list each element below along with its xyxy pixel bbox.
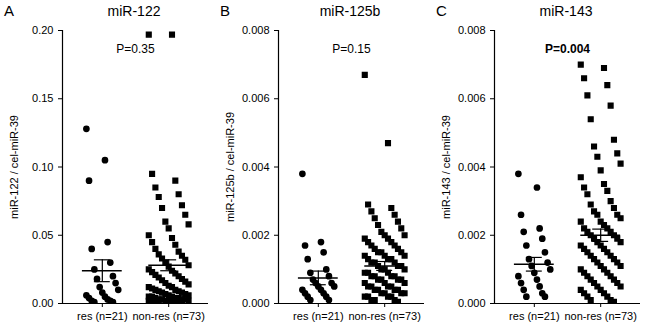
svg-text:0.004: 0.004: [458, 161, 486, 173]
svg-text:P=0.15: P=0.15: [332, 42, 371, 56]
svg-text:res (n=21): res (n=21): [509, 310, 559, 322]
svg-text:0.000: 0.000: [242, 297, 270, 309]
html-text:A: A: [4, 2, 14, 19]
svg-text:miR-143 / cel-miR-39: miR-143 / cel-miR-39: [440, 115, 452, 219]
svg-text:miR-122 / cel-miR-39: miR-122 / cel-miR-39: [8, 115, 20, 219]
svg-text:res (n=21): res (n=21): [77, 310, 127, 322]
svg-text:0.002: 0.002: [458, 229, 486, 241]
svg-text:miR-125b / cel-miR-39: miR-125b / cel-miR-39: [224, 112, 236, 222]
svg-text:0.000: 0.000: [458, 297, 486, 309]
svg-text:non-res (n=73): non-res (n=73): [564, 310, 636, 322]
html-text:miR-122: miR-122: [107, 3, 161, 19]
svg-text:0.004: 0.004: [242, 161, 270, 173]
svg-text:0.10: 0.10: [32, 161, 53, 173]
html-text:miR-125b: miR-125b: [319, 3, 381, 19]
svg-text:res (n=21): res (n=21): [293, 310, 343, 322]
svg-text:0.006: 0.006: [242, 92, 270, 104]
svg-text:0.008: 0.008: [458, 24, 486, 36]
svg-text:0.002: 0.002: [242, 229, 270, 241]
svg-text:non-res (n=73): non-res (n=73): [348, 310, 420, 322]
svg-text:0.00: 0.00: [32, 297, 53, 309]
svg-text:P=0.35: P=0.35: [116, 42, 155, 56]
svg-text:0.05: 0.05: [32, 229, 53, 241]
svg-text:P=0.004: P=0.004: [545, 42, 590, 56]
html-text:C: C: [436, 2, 447, 19]
svg-text:0.20: 0.20: [32, 24, 53, 36]
svg-text:0.15: 0.15: [32, 92, 53, 104]
svg-text:non-res (n=73): non-res (n=73): [132, 310, 204, 322]
svg-text:0.008: 0.008: [242, 24, 270, 36]
html-text:miR-143: miR-143: [539, 3, 593, 19]
svg-text:0.006: 0.006: [458, 92, 486, 104]
html-text:B: B: [220, 2, 230, 19]
